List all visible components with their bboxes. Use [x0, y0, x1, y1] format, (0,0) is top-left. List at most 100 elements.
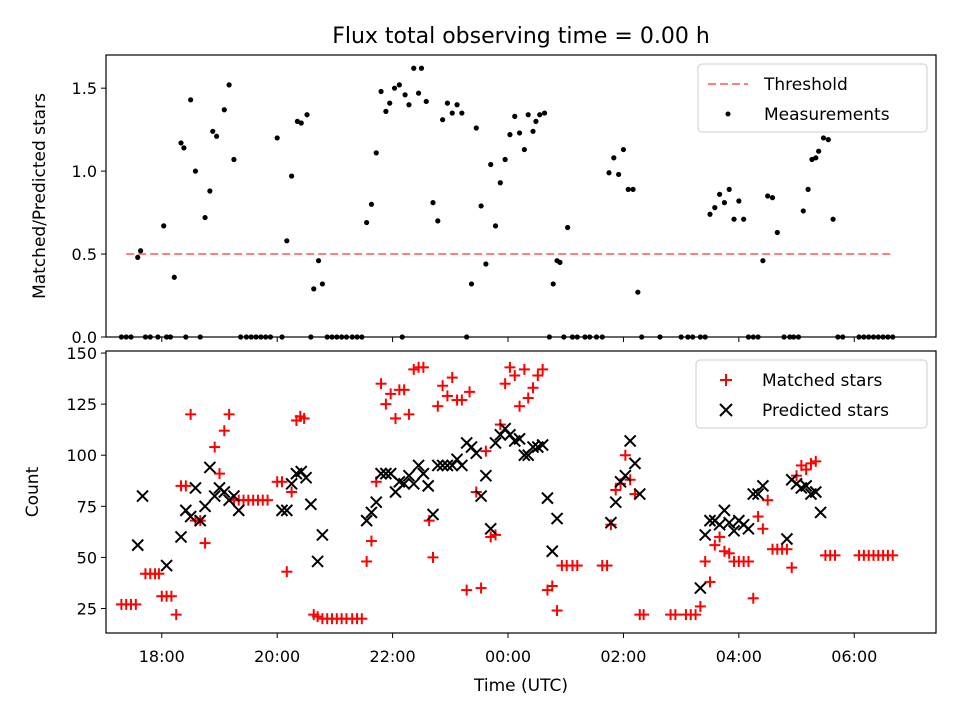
- predicted-star-point: [609, 496, 622, 509]
- predicted-star-point: [227, 489, 241, 503]
- top-panel: 0.0 0.5 1.0 1.5 Matched/Predicted stars Thr…: [30, 54, 937, 347]
- predicted-star-point: [633, 487, 646, 501]
- predicted-stars-series: [131, 422, 827, 595]
- predicted-star-point: [723, 516, 736, 529]
- measurement-point: [769, 195, 776, 201]
- predicted-star-point: [526, 440, 540, 454]
- matched-star-point: [403, 408, 415, 420]
- x-axis-label: Time (UTC): [473, 676, 568, 696]
- predicted-star-point: [203, 461, 217, 474]
- predicted-star-point: [441, 459, 454, 472]
- measurement-point: [449, 110, 455, 116]
- matched-star-point: [170, 609, 182, 621]
- measurement-point: [284, 238, 290, 244]
- matched-star-point: [709, 539, 721, 551]
- measurement-point: [364, 219, 370, 226]
- matched-star-point: [456, 394, 468, 406]
- predicted-star-point: [379, 467, 393, 480]
- matched-star-point: [747, 592, 759, 604]
- predicted-star-point: [218, 485, 231, 499]
- predicted-star-point: [232, 504, 245, 517]
- measurement-point: [391, 85, 398, 91]
- matched-star-point: [619, 449, 631, 461]
- measurement-point: [616, 171, 622, 178]
- bottom-y-tick-label: 125: [66, 395, 97, 414]
- matched-star-point: [130, 598, 142, 610]
- top-y-tick-label: 1.5: [72, 79, 97, 98]
- measurement-point: [726, 186, 732, 192]
- predicted-star-point: [131, 538, 144, 552]
- predicted-star-point: [541, 491, 554, 505]
- matched-star-point: [527, 382, 539, 394]
- measurement-point: [289, 173, 295, 179]
- measurement-point: [820, 135, 827, 141]
- measurement-point: [765, 193, 771, 199]
- predicted-star-point: [275, 504, 289, 517]
- measurement-point: [717, 191, 723, 197]
- predicted-star-point: [174, 530, 188, 544]
- matched-star-point: [408, 363, 420, 375]
- bottom-y-tick-label: 150: [66, 344, 97, 363]
- predicted-star-point: [299, 471, 313, 484]
- bottom-panel-frame: [105, 350, 937, 634]
- predicted-star-point: [370, 496, 383, 509]
- predicted-star-point: [184, 510, 197, 523]
- predicted-star-point: [470, 446, 483, 460]
- predicted-star-point: [311, 555, 324, 568]
- measurement-point: [231, 156, 237, 163]
- predicted-star-point: [360, 514, 373, 527]
- measurement-point: [210, 128, 216, 134]
- matched-star-point: [464, 386, 476, 398]
- bottom-legend-box: [695, 359, 928, 429]
- predicted-star-point: [703, 514, 717, 527]
- measurement-point: [202, 214, 208, 221]
- matched-star-point: [786, 562, 798, 574]
- matched-star-point: [223, 408, 235, 420]
- matched-star-point: [638, 609, 650, 621]
- bottom-x-axis: 18:00 20:00 22:00 00:00 02:00 04:00 06:00: [139, 633, 877, 666]
- measurement-point: [411, 65, 417, 71]
- top-y-axis: 0.0 0.5 1.0 1.5: [72, 79, 106, 347]
- matched-star-point: [185, 408, 197, 420]
- predicted-star-point: [189, 481, 202, 495]
- bottom-y-tick-label: 50: [77, 548, 97, 567]
- matched-star-point: [499, 378, 511, 390]
- matched-star-point: [461, 584, 473, 596]
- measurement-point: [319, 281, 325, 287]
- measurement-point: [611, 155, 617, 161]
- predicted-star-point: [623, 434, 637, 448]
- measurement-point: [454, 102, 460, 108]
- measurement-point: [497, 180, 503, 186]
- predicted-star-point: [522, 449, 535, 462]
- matched-star-point: [518, 363, 530, 375]
- measurement-point: [731, 216, 737, 222]
- matched-star-point: [286, 486, 298, 498]
- predicted-star-point: [365, 506, 378, 519]
- predicted-star-point: [208, 489, 221, 503]
- matched-star-point: [522, 392, 534, 404]
- measurement-point: [226, 82, 232, 88]
- measurement-point: [435, 218, 441, 224]
- matched-star-point: [446, 372, 458, 384]
- measurement-point: [760, 258, 766, 264]
- predicted-star-point: [479, 469, 493, 482]
- matched-star-point: [669, 609, 681, 621]
- predicted-star-point: [484, 522, 497, 535]
- x-tick-label: 06:00: [831, 647, 877, 666]
- measurement-point: [507, 132, 513, 138]
- measurement-point: [741, 216, 747, 222]
- matched-star-point: [441, 390, 453, 402]
- predicted-star-point: [780, 532, 794, 546]
- predicted-star-point: [397, 477, 411, 491]
- matched-star-point: [718, 545, 730, 557]
- matched-star-point: [356, 613, 368, 625]
- measurement-point: [537, 112, 543, 118]
- matched-star-point: [398, 384, 410, 396]
- x-tick-label: 20:00: [254, 647, 300, 666]
- measurement-point: [774, 229, 780, 236]
- top-panel-frame: [105, 54, 937, 338]
- measurement-point: [825, 137, 831, 143]
- measurement-point: [315, 258, 322, 264]
- top-y-tick-label: 1.0: [72, 162, 97, 181]
- matched-star-point: [723, 547, 735, 559]
